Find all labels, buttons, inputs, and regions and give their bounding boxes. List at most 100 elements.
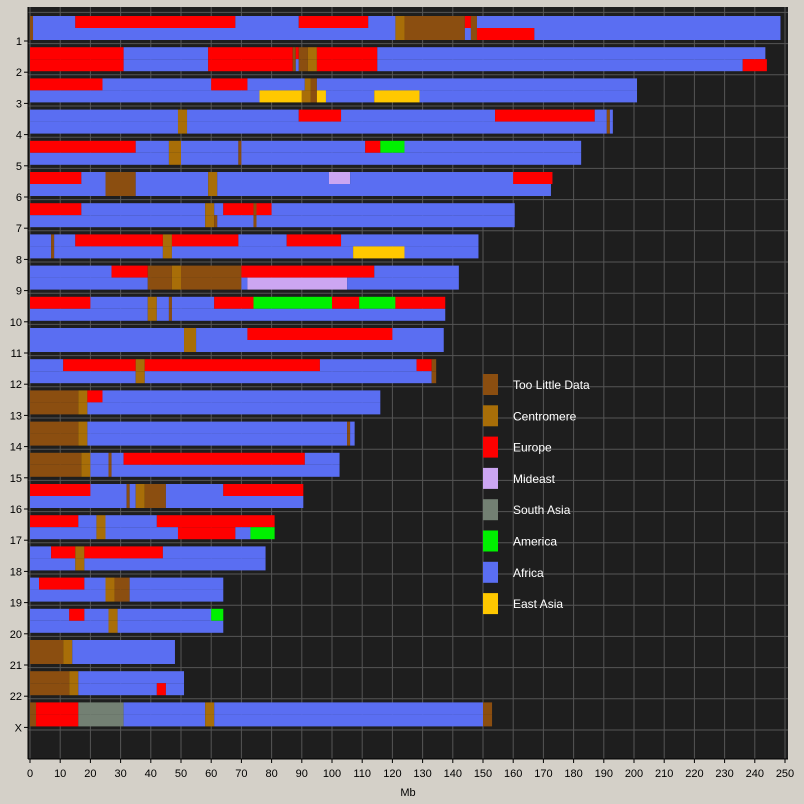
segment-south-asia — [78, 702, 124, 715]
chromosome-5 — [30, 140, 582, 165]
segment-centromere — [78, 421, 88, 434]
segment-africa — [350, 421, 355, 434]
x-tick-label: 130 — [413, 768, 431, 780]
segment-europe — [171, 234, 239, 247]
segment-africa — [123, 714, 206, 727]
segment-too-little-data — [108, 464, 112, 477]
segment-centromere — [63, 652, 73, 664]
segment-africa — [84, 577, 106, 590]
segment-africa — [171, 308, 446, 321]
y-tick-label: 4 — [16, 130, 22, 142]
x-tick-label: 10 — [54, 768, 66, 780]
legend-swatch — [483, 436, 498, 458]
segment-africa — [30, 589, 106, 602]
segment-too-little-data — [114, 577, 130, 590]
segment-africa — [214, 702, 483, 715]
segment-europe — [156, 515, 275, 528]
chromosome-1 — [30, 16, 781, 40]
segment-centromere — [135, 359, 145, 372]
y-tick-label: 11 — [11, 348, 22, 360]
segment-too-little-data — [30, 702, 37, 715]
segment-europe — [208, 59, 293, 72]
segment-too-little-data — [310, 90, 317, 103]
chromosome-9 — [30, 265, 459, 290]
segment-europe — [111, 265, 148, 278]
segment-centromere — [208, 184, 218, 196]
segment-too-little-data — [105, 184, 136, 196]
segment-too-little-data — [30, 671, 70, 684]
segment-europe — [30, 515, 79, 528]
segment-centromere — [301, 90, 311, 103]
x-tick-label: 40 — [145, 768, 157, 780]
segment-africa — [325, 90, 375, 103]
segment-africa — [102, 390, 381, 403]
segment-too-little-data — [105, 172, 136, 184]
legend-swatch — [483, 467, 498, 489]
segment-europe — [223, 484, 304, 496]
segment-africa — [129, 577, 224, 590]
segment-too-little-data — [470, 16, 477, 28]
x-tick-label: 70 — [235, 768, 247, 780]
segment-africa — [30, 234, 52, 247]
segment-centromere — [63, 640, 73, 652]
segment-europe — [395, 296, 446, 309]
segment-centromere — [75, 558, 85, 571]
segment-europe — [241, 265, 375, 278]
chromosome-20 — [30, 608, 224, 633]
segment-africa — [87, 433, 348, 446]
segment-europe — [30, 484, 91, 496]
segment-africa — [156, 308, 169, 321]
legend-swatch — [483, 561, 498, 583]
segment-africa — [123, 702, 206, 715]
segment-africa — [377, 47, 766, 60]
segment-too-little-data — [51, 234, 55, 247]
segment-europe — [30, 59, 124, 72]
chromosome-10 — [30, 296, 446, 321]
segment-africa — [30, 558, 76, 571]
segment-europe — [177, 527, 236, 540]
segment-europe — [30, 203, 82, 216]
segment-africa — [217, 184, 551, 196]
segment-too-little-data — [483, 702, 493, 715]
segment-africa — [90, 484, 127, 496]
segment-centromere — [177, 109, 188, 122]
x-tick-label: 180 — [564, 768, 582, 780]
segment-africa — [30, 152, 169, 165]
segment-centromere — [304, 78, 311, 91]
segment-too-little-data — [292, 47, 296, 60]
legend-label: South Asia — [513, 503, 571, 517]
segment-centromere — [78, 402, 88, 415]
segment-africa — [196, 340, 444, 352]
segment-europe — [495, 109, 595, 122]
segment-america — [211, 608, 224, 621]
segment-east-asia — [259, 90, 302, 103]
segment-too-little-data — [30, 402, 79, 415]
segment-too-little-data — [147, 265, 172, 278]
segment-centromere — [75, 546, 85, 559]
segment-centromere — [162, 246, 172, 259]
legend-label: America — [513, 535, 557, 549]
segment-africa — [30, 340, 185, 352]
segment-europe — [286, 234, 342, 247]
x-tick-label: 160 — [504, 768, 522, 780]
segment-too-little-data — [30, 640, 64, 652]
chromosome-15 — [30, 452, 340, 477]
segment-europe — [211, 78, 248, 91]
y-tick-label: 6 — [16, 192, 22, 204]
segment-africa — [534, 28, 781, 40]
segment-centromere — [168, 152, 181, 165]
chromosome-3 — [30, 78, 638, 103]
segment-centromere — [171, 265, 181, 278]
segment-centromere — [78, 390, 88, 403]
x-tick-label: 100 — [323, 768, 341, 780]
segment-too-little-data — [30, 464, 82, 477]
legend-label: Mideast — [513, 472, 556, 486]
segment-africa — [304, 452, 340, 465]
segment-africa — [187, 121, 607, 134]
segment-africa — [162, 546, 266, 559]
segment-centromere — [135, 371, 145, 384]
segment-centromere — [395, 28, 405, 40]
segment-europe — [69, 608, 85, 621]
segment-africa — [217, 172, 329, 184]
segment-africa — [156, 296, 169, 309]
